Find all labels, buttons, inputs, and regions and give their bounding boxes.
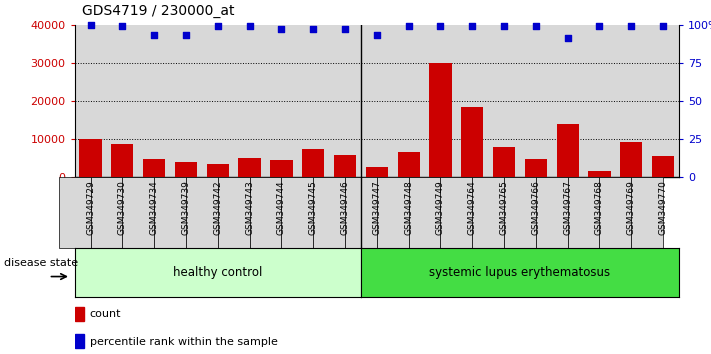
FancyBboxPatch shape: [599, 177, 631, 248]
FancyBboxPatch shape: [186, 177, 218, 248]
Point: [244, 23, 255, 29]
FancyBboxPatch shape: [345, 177, 377, 248]
Text: disease state: disease state: [4, 258, 78, 268]
Text: GSM349734: GSM349734: [150, 181, 159, 235]
Text: GSM349749: GSM349749: [436, 181, 445, 235]
Bar: [75, 307, 84, 321]
Point: [212, 23, 223, 29]
FancyBboxPatch shape: [250, 177, 282, 248]
Bar: [557, 124, 579, 177]
Bar: [652, 156, 674, 177]
Bar: [143, 159, 165, 177]
Bar: [238, 158, 261, 177]
Point: [117, 23, 128, 29]
FancyBboxPatch shape: [504, 177, 536, 248]
Bar: [175, 162, 197, 177]
Bar: [80, 139, 102, 177]
Point: [530, 23, 542, 29]
FancyBboxPatch shape: [536, 177, 567, 248]
Point: [562, 36, 573, 41]
Text: GSM349770: GSM349770: [658, 181, 668, 235]
Text: GDS4719 / 230000_at: GDS4719 / 230000_at: [82, 4, 234, 18]
Point: [276, 27, 287, 32]
FancyBboxPatch shape: [314, 177, 345, 248]
Text: GSM349767: GSM349767: [563, 181, 572, 235]
Point: [594, 23, 605, 29]
Point: [181, 33, 192, 38]
Text: GSM349765: GSM349765: [500, 181, 508, 235]
Point: [466, 23, 478, 29]
Bar: [397, 152, 419, 177]
FancyBboxPatch shape: [154, 177, 186, 248]
Point: [403, 23, 415, 29]
FancyBboxPatch shape: [409, 177, 440, 248]
Text: GSM349748: GSM349748: [404, 181, 413, 235]
Bar: [334, 155, 356, 177]
Point: [434, 23, 446, 29]
FancyBboxPatch shape: [90, 177, 122, 248]
Bar: [461, 107, 483, 177]
Point: [149, 33, 160, 38]
FancyBboxPatch shape: [440, 177, 472, 248]
Text: GSM349769: GSM349769: [627, 181, 636, 235]
FancyBboxPatch shape: [472, 177, 504, 248]
Bar: [620, 142, 643, 177]
Point: [339, 27, 351, 32]
Bar: [111, 143, 134, 177]
Text: GSM349730: GSM349730: [118, 181, 127, 235]
Text: GSM349729: GSM349729: [86, 181, 95, 235]
Text: GSM349744: GSM349744: [277, 181, 286, 235]
FancyBboxPatch shape: [59, 177, 90, 248]
Text: GSM349766: GSM349766: [531, 181, 540, 235]
Bar: [75, 334, 84, 348]
FancyBboxPatch shape: [122, 177, 154, 248]
Bar: [207, 164, 229, 177]
Text: GSM349747: GSM349747: [373, 181, 381, 235]
Text: GSM349743: GSM349743: [245, 181, 254, 235]
FancyBboxPatch shape: [631, 177, 663, 248]
Text: GSM349768: GSM349768: [595, 181, 604, 235]
Bar: [589, 171, 611, 177]
Text: percentile rank within the sample: percentile rank within the sample: [90, 337, 277, 347]
Point: [626, 23, 637, 29]
Bar: [525, 159, 547, 177]
Text: count: count: [90, 309, 122, 319]
Text: GSM349742: GSM349742: [213, 181, 223, 235]
FancyBboxPatch shape: [377, 177, 409, 248]
Text: GSM349739: GSM349739: [181, 181, 191, 235]
Point: [658, 23, 669, 29]
Point: [498, 23, 510, 29]
FancyBboxPatch shape: [282, 177, 314, 248]
Bar: [429, 63, 451, 177]
FancyBboxPatch shape: [218, 177, 250, 248]
Bar: [493, 147, 515, 177]
Text: GSM349745: GSM349745: [309, 181, 318, 235]
Bar: [365, 167, 388, 177]
Point: [371, 33, 383, 38]
Text: GSM349746: GSM349746: [341, 181, 350, 235]
Text: healthy control: healthy control: [173, 266, 262, 279]
Text: systemic lupus erythematosus: systemic lupus erythematosus: [429, 266, 611, 279]
Bar: [270, 160, 292, 177]
FancyBboxPatch shape: [567, 177, 599, 248]
Bar: [302, 149, 324, 177]
Point: [308, 27, 319, 32]
Point: [85, 22, 96, 28]
Text: GSM349764: GSM349764: [468, 181, 477, 235]
